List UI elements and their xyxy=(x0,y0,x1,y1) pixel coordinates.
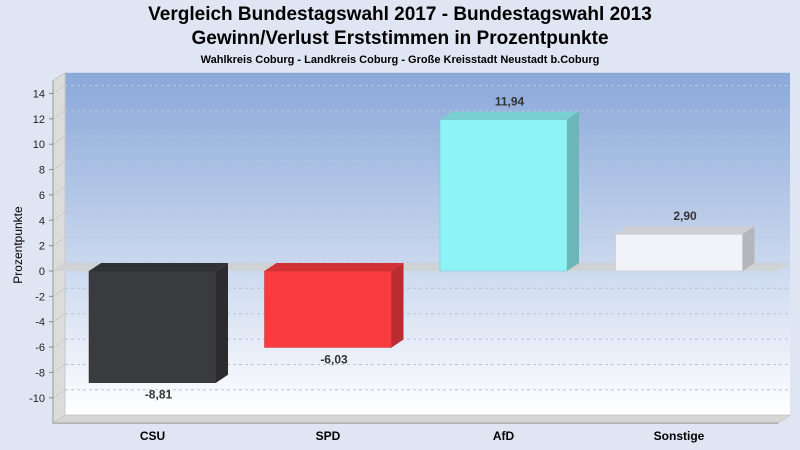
y-tick-label: -6 xyxy=(35,342,45,354)
x-tick-label: AfD xyxy=(493,429,515,443)
bar-csu xyxy=(88,270,217,383)
grid-line-depth xyxy=(52,389,66,399)
data-label: -8,81 xyxy=(145,388,173,402)
y-tick-label: 8 xyxy=(39,165,45,177)
bar-top xyxy=(264,263,404,271)
grid-line-depth xyxy=(52,313,66,323)
chart-subtitle: Wahlkreis Coburg - Landkreis Coburg - Gr… xyxy=(200,54,600,66)
data-label: 11,94 xyxy=(495,95,525,109)
y-tick-label: -10 xyxy=(29,393,45,405)
y-tick-label: 2 xyxy=(39,241,45,253)
x-tick-label: SPD xyxy=(316,429,341,443)
y-tick-label: 0 xyxy=(39,266,45,278)
bar-afd xyxy=(439,119,568,272)
grid-line-depth xyxy=(52,211,66,221)
bar-spd xyxy=(264,270,392,348)
grid-line-depth xyxy=(52,364,66,373)
y-tick-label: -8 xyxy=(35,367,45,379)
zero-plane xyxy=(53,263,790,271)
grid-line-depth xyxy=(52,135,66,145)
plot-left-wall xyxy=(52,71,66,425)
bar-top xyxy=(615,226,755,235)
y-tick-label: -2 xyxy=(35,291,45,303)
grid-line-depth xyxy=(52,338,66,348)
bar-top xyxy=(440,111,579,120)
chart-title-line-2: Gewinn/Verlust Erststimmen in Prozentpun… xyxy=(191,28,609,49)
y-tick-label: 12 xyxy=(33,114,45,126)
x-tick-label: CSU xyxy=(140,429,165,443)
data-label: 2,90 xyxy=(673,209,697,223)
plot-floor xyxy=(51,414,792,424)
bar-side xyxy=(567,111,579,271)
data-label: -6,03 xyxy=(320,352,348,366)
grid-line-depth xyxy=(52,85,66,94)
grid-line-depth xyxy=(52,186,66,196)
bar-side xyxy=(216,263,228,383)
y-tick-label: 4 xyxy=(39,215,45,227)
y-tick-label: 10 xyxy=(33,139,45,151)
grid-line-depth xyxy=(52,161,66,170)
bar-side xyxy=(742,226,755,271)
y-tick-label: 6 xyxy=(39,190,45,202)
chart-title: Vergleich Bundestagswahl 2017 - Bundesta… xyxy=(148,4,652,25)
grid-line-depth xyxy=(52,237,66,247)
bar-top xyxy=(89,263,228,271)
bar-sonstige xyxy=(615,233,743,272)
bar-side xyxy=(391,263,404,348)
grid-line-depth xyxy=(52,287,66,297)
grid-line-depth xyxy=(52,110,66,120)
x-tick-label: Sonstige xyxy=(654,429,705,443)
y-tick-label: -4 xyxy=(35,317,45,329)
y-tick-label: 14 xyxy=(33,88,45,100)
